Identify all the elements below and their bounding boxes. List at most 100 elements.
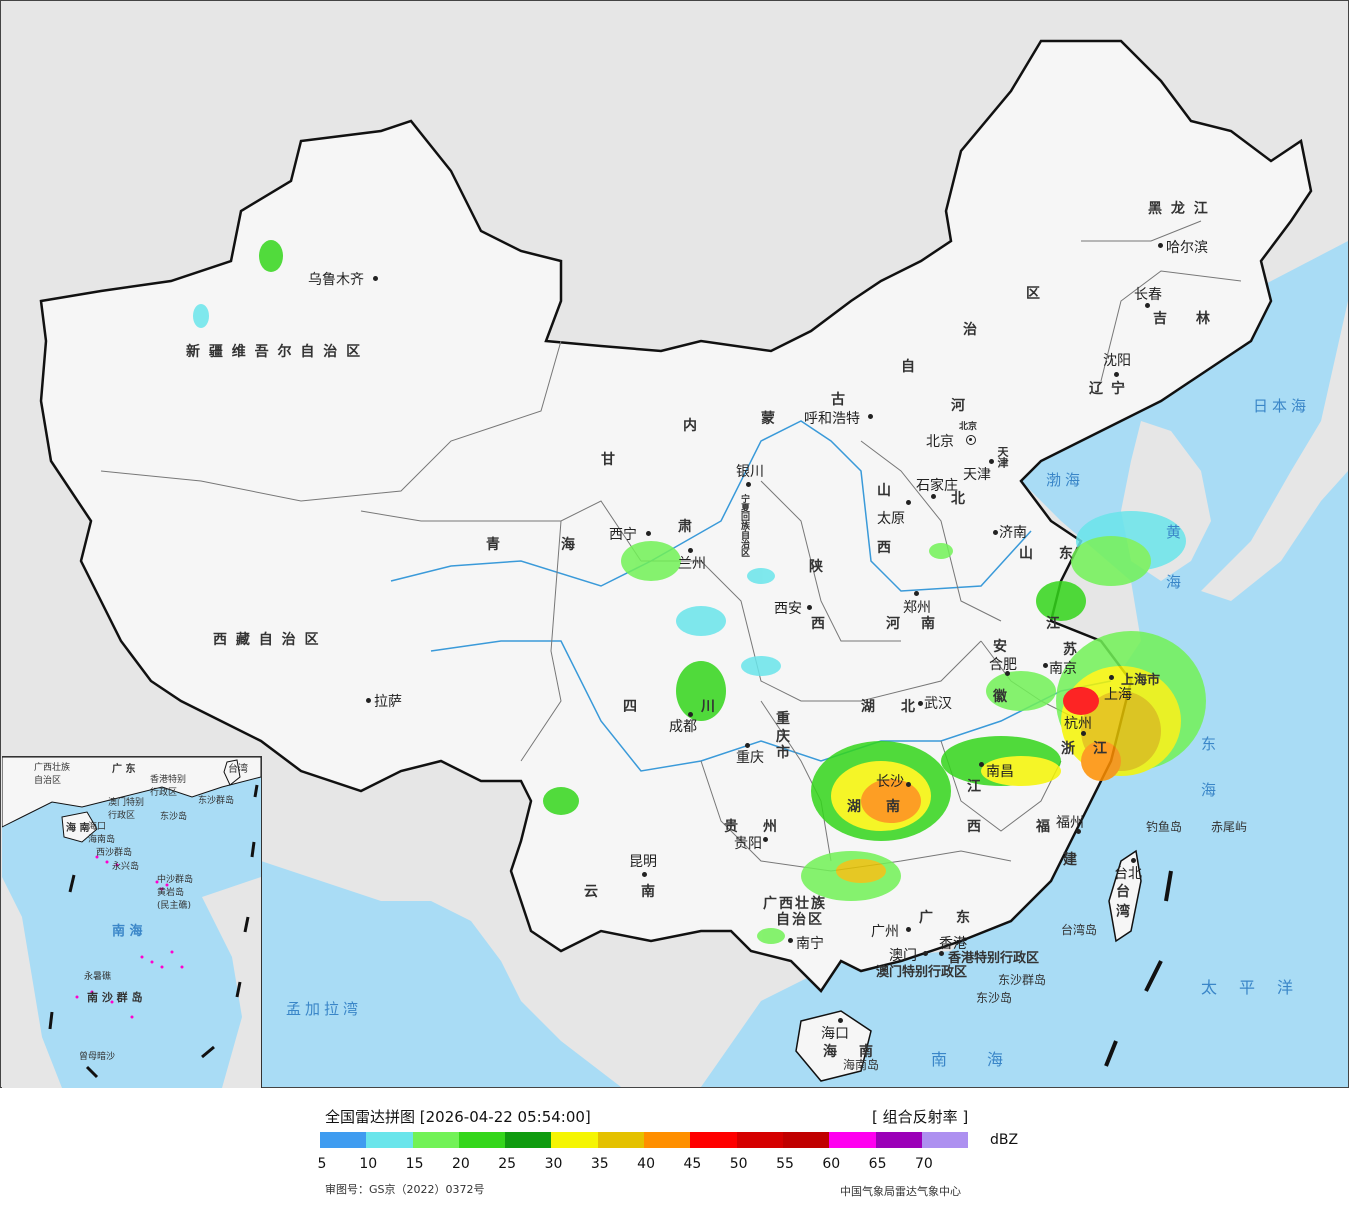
inset-dongsha-dao: 东沙岛	[160, 812, 188, 822]
inset-guangxi: 广西壮族 自治区	[34, 763, 71, 786]
legend-tick-label: 45	[683, 1156, 702, 1172]
province-jiangxi-1: 江	[967, 779, 983, 795]
legend-tick-label: 60	[822, 1156, 841, 1172]
province-neimenggu-5: 治	[963, 322, 979, 338]
legend-product: [ 组合反射率 ]	[872, 1108, 969, 1126]
legend-tick-label: 50	[729, 1156, 748, 1172]
province-guangdong-2: 东	[956, 910, 972, 926]
province-heilongjiang: 黑 龙 江	[1148, 201, 1210, 217]
inset-macau: 澳门特别 行政区	[108, 798, 145, 821]
province-henan-2: 南	[921, 616, 937, 632]
province-jiangsu-1: 江	[1046, 616, 1062, 632]
sea-japan: 日本海	[1253, 397, 1311, 415]
province-neimenggu-3: 古	[831, 392, 847, 408]
province-guizhou-1: 贵	[724, 819, 740, 835]
province-henan-1: 河	[886, 616, 902, 632]
province-shanghai: 上海市	[1121, 673, 1161, 688]
province-macau: 澳门特别行政区	[876, 965, 968, 980]
province-shanxi-2: 西	[877, 540, 893, 556]
province-xinjiang: 新 疆 维 吾 尔 自 治 区	[186, 344, 363, 360]
legend-swatch	[551, 1132, 598, 1148]
province-yunnan-2: 南	[641, 884, 657, 900]
legend-swatch	[320, 1132, 367, 1148]
province-sichuan-1: 四	[623, 699, 639, 715]
province-guangxi-2: 自治区	[776, 912, 824, 928]
inset-map	[2, 757, 261, 1088]
legend-swatch	[597, 1132, 645, 1148]
japan-land	[1201, 301, 1348, 601]
legend-swatch	[644, 1132, 691, 1148]
legend-tick-label: 55	[776, 1156, 794, 1172]
province-hainan-2: 南	[859, 1044, 875, 1060]
province-gansu-1: 甘	[601, 452, 617, 468]
inset-guangdong: 广 东	[112, 764, 136, 775]
legend-swatch	[921, 1132, 969, 1148]
sea-bohai: 渤海	[1046, 471, 1085, 489]
island-dongsha-qundao: 东沙群岛	[998, 973, 1047, 987]
province-hk: 香港特别行政区	[948, 951, 1040, 966]
legend-tick-label: 10	[359, 1156, 378, 1172]
legend-tick-label: 35	[590, 1156, 609, 1172]
island-chiwei: 赤尾屿	[1211, 820, 1248, 834]
legend-color-bar	[320, 1132, 969, 1148]
province-shaanxi-1: 陕	[809, 559, 825, 575]
island-dongsha-dao: 东沙岛	[976, 991, 1013, 1005]
province-gansu-2: 肃	[678, 519, 694, 535]
hainan-land	[795, 1010, 872, 1082]
province-guangdong-1: 广	[919, 910, 935, 926]
legend-tick-label: 15	[405, 1156, 424, 1172]
approval-number: 审图号：GS京（2022）0372号	[325, 1183, 485, 1196]
province-hebei-2: 北	[951, 491, 967, 507]
province-jiangsu-2: 苏	[1063, 642, 1079, 658]
province-ningxia: 宁夏回族自治区	[739, 494, 749, 557]
province-anhui-1: 安	[993, 639, 1009, 655]
province-shaanxi-2: 西	[811, 616, 827, 632]
sea-bengal	[261, 861, 621, 1087]
legend-tick-label: 20	[451, 1156, 470, 1172]
legend-tick-label: 30	[544, 1156, 563, 1172]
taiwan-land	[1108, 849, 1142, 943]
inset-nansha: 南 沙 群 岛	[87, 991, 143, 1004]
legend-swatch	[736, 1132, 783, 1148]
province-neimenggu-4: 自	[901, 359, 917, 375]
sea-pacific: 太平洋	[1201, 978, 1316, 997]
province-tibet: 西 藏 自 治 区	[213, 632, 321, 648]
radar-echoes	[193, 240, 1206, 944]
province-anhui-2: 徽	[993, 689, 1009, 705]
province-jilin-1: 吉	[1153, 311, 1169, 327]
province-liaoning-1: 辽	[1089, 381, 1105, 397]
legend-swatch	[829, 1132, 876, 1148]
sea-donghai-2: 海	[1201, 781, 1227, 799]
province-guangxi-1: 广西壮族	[763, 896, 827, 912]
legend-swatch	[412, 1132, 459, 1148]
island-hainan: 海南岛	[843, 1058, 880, 1072]
sea-huanghai-1: 黄	[1166, 523, 1192, 541]
province-liaoning-2: 宁	[1111, 381, 1127, 397]
province-chongqing-3: 市	[776, 745, 792, 761]
legend-swatch	[690, 1132, 737, 1148]
inset-xisha: 西沙群岛	[96, 848, 133, 858]
legend-tick-label: 65	[868, 1156, 887, 1172]
inset-zhongsha: 中沙群岛	[157, 875, 194, 885]
province-neimenggu-6: 区	[1026, 286, 1042, 302]
inset-dongsha: 东沙群岛	[198, 796, 235, 806]
province-chongqing-1: 重	[776, 711, 792, 727]
province-taiwan-1: 台	[1116, 884, 1132, 900]
legend-tick-label: 40	[637, 1156, 656, 1172]
yellow-river	[390, 420, 1032, 592]
inset-haikou: 海口	[88, 822, 107, 832]
province-guizhou-2: 州	[763, 819, 779, 835]
legend-unit: dBZ	[990, 1132, 1019, 1148]
province-hubei-2: 北	[901, 699, 917, 715]
inset-yongshu: 永暑礁	[84, 972, 112, 982]
legend-swatch	[458, 1132, 506, 1148]
legend-swatch	[782, 1132, 830, 1148]
province-hebei-1: 河	[951, 398, 967, 414]
radar-map: 新 疆 维 吾 尔 自 治 区 西 藏 自 治 区 青 海 甘 肃 内 蒙 古 …	[0, 0, 1349, 1088]
province-hunan-2: 南	[886, 799, 902, 815]
inset-taiwan: 台湾	[228, 764, 248, 775]
province-hainan-1: 海	[823, 1044, 839, 1060]
province-sichuan-2: 川	[701, 699, 717, 715]
province-hunan-1: 湖	[847, 799, 863, 815]
province-shandong-2: 东	[1059, 546, 1075, 562]
